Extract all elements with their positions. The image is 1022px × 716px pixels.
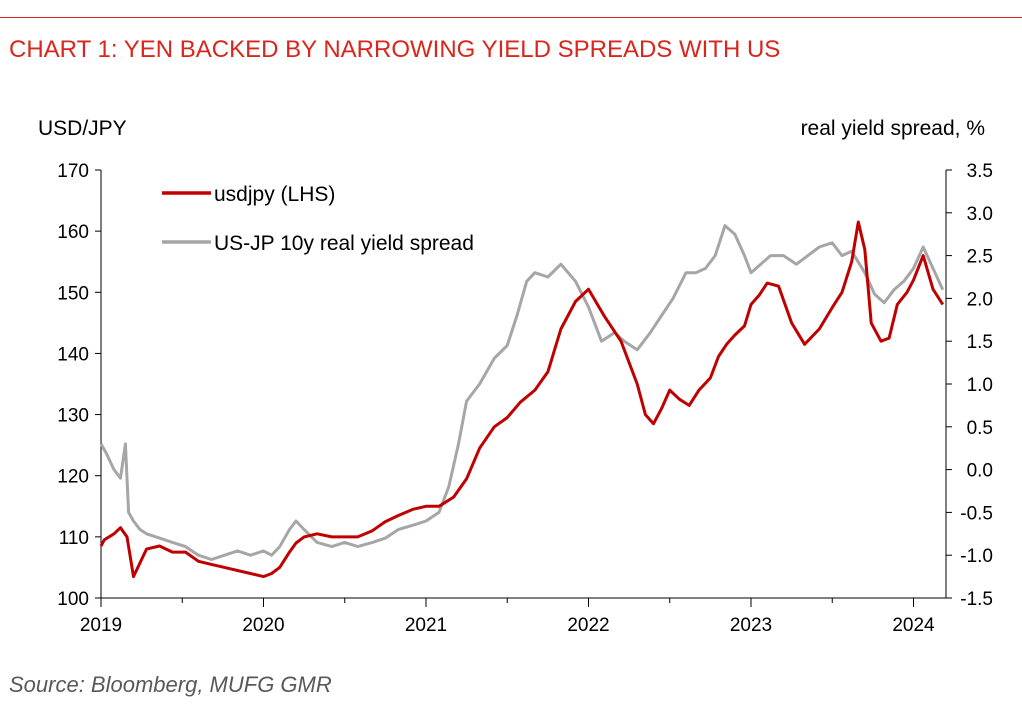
right-tick-label: 2.5 (967, 247, 993, 268)
x-tick-label: 2021 (405, 615, 447, 636)
x-tick-label: 2020 (242, 615, 284, 636)
left-tick-label: 140 (57, 344, 89, 365)
x-tick-label: 2024 (892, 615, 935, 636)
x-tick-label: 2023 (730, 615, 772, 636)
top-rule (0, 17, 1022, 18)
left-tick-label: 120 (57, 467, 89, 488)
series-group (99, 220, 945, 579)
source-note: Source: Bloomberg, MUFG GMR (9, 672, 332, 697)
chart-title: CHART 1: YEN BACKED BY NARROWING YIELD S… (9, 36, 781, 63)
right-tick-label: 0.0 (967, 461, 993, 482)
left-tick-label: 100 (57, 589, 89, 610)
axes-group: 100 110 120 130 140 150 160 170 -1.5 -1.0 -0.5 0.0 0… (57, 161, 993, 636)
right-tick-label: 2.0 (967, 289, 993, 310)
left-tick-label: 160 (57, 222, 89, 243)
right-tick-label: 1.0 (967, 375, 993, 396)
right-tick-label: 3.0 (967, 204, 993, 225)
spread-series-line (99, 224, 945, 561)
right-axis-label: real yield spread, % (801, 117, 985, 140)
left-axis-label: USD/JPY (38, 117, 127, 140)
usdjpy-series-line (99, 220, 945, 579)
left-tick-label: 150 (57, 283, 89, 304)
legend-item-usdjpy-label: usdjpy (LHS) (214, 183, 335, 206)
right-tick-label: -1.5 (960, 589, 993, 610)
right-tick-label: 1.5 (967, 332, 993, 353)
legend-item-spread-label: US-JP 10y real yield spread (214, 232, 474, 255)
right-tick-label: 3.5 (967, 161, 993, 182)
right-tick-label: 0.5 (967, 418, 993, 439)
legend: usdjpy (LHS) US-JP 10y real yield spread (162, 183, 474, 255)
left-tick-label: 130 (57, 406, 89, 427)
left-tick-label: 110 (59, 528, 89, 549)
left-tick-label: 170 (57, 161, 89, 182)
right-tick-label: -0.5 (960, 503, 993, 524)
x-tick-label: 2019 (80, 615, 122, 636)
right-tick-label: -1.0 (960, 546, 993, 567)
x-tick-label: 2022 (567, 615, 609, 636)
